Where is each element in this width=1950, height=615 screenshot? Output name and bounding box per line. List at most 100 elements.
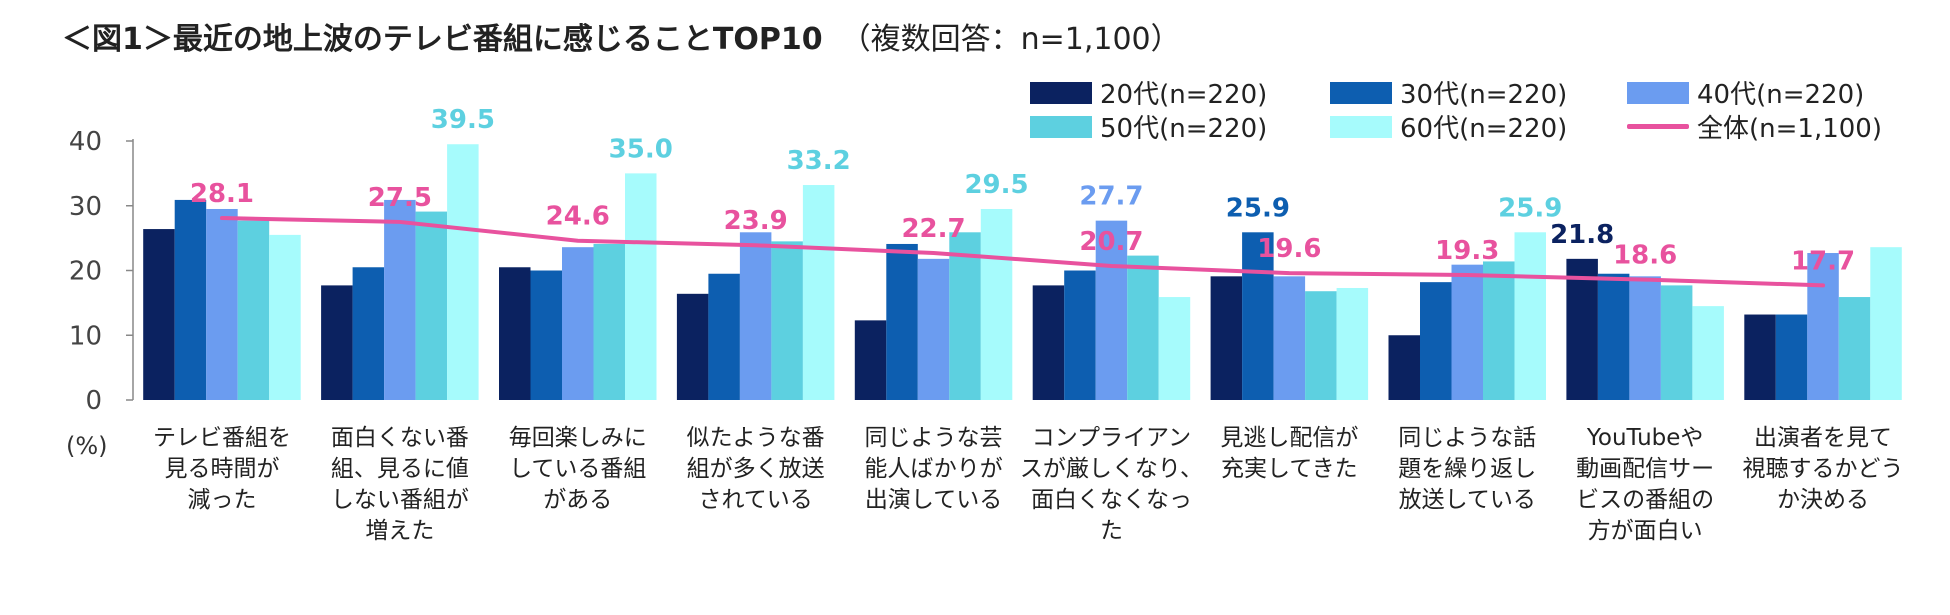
chart-title: ＜図1＞最近の地上波のテレビ番組に感じることTOP10 （複数回答：n=1,100… xyxy=(62,14,1181,58)
bar-50代-4 xyxy=(949,232,981,400)
category-label-2: 毎回楽しみに xyxy=(509,425,647,451)
bar-60代-8 xyxy=(1692,306,1724,400)
bar-60代-3 xyxy=(802,185,835,400)
legend-swatch xyxy=(1330,115,1392,138)
bar-30代-4 xyxy=(886,243,918,400)
bar-20代-7 xyxy=(1388,335,1420,400)
bar-60代-5 xyxy=(1158,297,1191,400)
legend-item-4: 60代(n=220) xyxy=(1330,108,1567,145)
bar-40代-4 xyxy=(917,258,950,400)
bar-50代-5 xyxy=(1127,255,1159,400)
bar-20代-0 xyxy=(143,229,175,400)
bar-20代-9 xyxy=(1744,314,1776,400)
bar-30代-3 xyxy=(708,273,740,400)
bar-40代-5 xyxy=(1095,220,1128,400)
legend-swatch xyxy=(1330,81,1392,104)
category-label-8: ビスの番組の xyxy=(1576,487,1714,513)
data-label-17: 17.7 xyxy=(1791,246,1855,276)
bar-30代-9 xyxy=(1775,314,1808,400)
bar-40代-3 xyxy=(739,232,772,400)
category-label-2: している番組 xyxy=(509,456,646,482)
bar-30代-5 xyxy=(1064,270,1096,400)
bar-30代-0 xyxy=(174,199,207,400)
data-label-3: 24.6 xyxy=(546,202,610,232)
bar-60代-2 xyxy=(625,173,657,400)
data-label-1: 27.5 xyxy=(368,183,432,213)
category-label-5: スが厳しくなり、 xyxy=(1020,456,1203,482)
data-label-8: 29.5 xyxy=(964,170,1028,200)
y-tick-label: 10 xyxy=(69,321,102,351)
category-label-3: されている xyxy=(698,487,812,513)
data-label-6: 33.2 xyxy=(787,146,851,176)
category-label-2: がある xyxy=(543,487,612,513)
category-label-3: 組が多く放送 xyxy=(687,456,825,482)
category-label-1: 増えた xyxy=(365,518,434,544)
category-label-4: 同じような芸 xyxy=(865,425,1003,451)
legend-item-1: 30代(n=220) xyxy=(1330,74,1567,111)
legend-swatch xyxy=(1030,115,1092,138)
legend-label: 50代(n=220) xyxy=(1100,114,1268,144)
bar-40代-6 xyxy=(1273,276,1306,400)
data-label-2: 39.5 xyxy=(431,105,495,135)
legend-label: 30代(n=220) xyxy=(1400,80,1568,110)
category-label-1: しない番組が xyxy=(331,487,469,513)
bar-20代-6 xyxy=(1210,276,1243,400)
legend-label: 60代(n=220) xyxy=(1400,114,1568,144)
category-label-3: 似たような番 xyxy=(687,425,825,451)
data-label-0: 28.1 xyxy=(190,179,254,209)
data-label-16: 18.6 xyxy=(1613,241,1677,271)
data-label-5: 23.9 xyxy=(724,206,788,236)
bar-60代-0 xyxy=(269,234,301,400)
legend-label: 20代(n=220) xyxy=(1100,80,1268,110)
data-label-11: 25.9 xyxy=(1226,193,1290,223)
category-label-8: 方が面白い xyxy=(1588,518,1703,544)
data-label-12: 19.6 xyxy=(1257,234,1321,264)
category-label-6: 充実してきた xyxy=(1221,456,1358,482)
data-label-4: 35.0 xyxy=(609,134,673,164)
category-label-5: 面白くなくなっ xyxy=(1031,487,1192,513)
category-label-0: 見る時間が xyxy=(164,456,279,482)
legend-item-2: 40代(n=220) xyxy=(1627,74,1864,111)
bar-50代-3 xyxy=(771,241,803,400)
category-label-0: 減った xyxy=(187,487,256,513)
category-label-7: 題を繰り返し xyxy=(1398,456,1536,482)
chart-title-main: ＜図1＞最近の地上波のテレビ番組に感じることTOP10 xyxy=(62,22,823,57)
category-label-1: 組、見るに値 xyxy=(331,456,469,482)
bar-30代-1 xyxy=(352,267,385,400)
y-axis-unit-label: (%) xyxy=(66,432,108,460)
bar-20代-2 xyxy=(499,267,531,400)
bar-40代-0 xyxy=(206,208,238,400)
bar-30代-2 xyxy=(530,270,562,400)
bar-50代-8 xyxy=(1660,285,1693,400)
bar-50代-9 xyxy=(1838,297,1871,400)
y-tick-label: 40 xyxy=(69,127,102,157)
legend-label: 40代(n=220) xyxy=(1697,80,1865,110)
category-label-5: コンプライアン xyxy=(1032,425,1191,451)
category-label-8: YouTubeや xyxy=(1586,425,1704,451)
category-label-0: テレビ番組を xyxy=(153,425,291,451)
legend-label: 全体(n=1,100) xyxy=(1697,114,1882,144)
bar-60代-9 xyxy=(1870,247,1902,400)
legend-swatch xyxy=(1627,81,1689,104)
category-label-4: 能人ばかりが xyxy=(864,456,1002,482)
bar-20代-4 xyxy=(854,320,887,400)
bar-30代-8 xyxy=(1597,273,1630,400)
bar-20代-5 xyxy=(1032,285,1065,400)
category-label-8: 動画配信サー xyxy=(1576,456,1714,482)
data-label-10: 20.7 xyxy=(1079,227,1143,257)
category-label-7: 同じような話 xyxy=(1398,425,1536,451)
legend-swatch xyxy=(1030,81,1092,104)
bar-40代-2 xyxy=(562,247,594,400)
bar-30代-6 xyxy=(1242,232,1274,400)
bar-40代-8 xyxy=(1629,276,1661,400)
y-tick-label: 0 xyxy=(85,386,102,416)
y-tick-label: 30 xyxy=(69,192,102,222)
category-label-9: 視聴するかどう xyxy=(1743,456,1904,482)
data-label-7: 22.7 xyxy=(901,214,965,244)
chart-title-sub: （複数回答：n=1,100） xyxy=(840,22,1181,57)
bar-50代-0 xyxy=(237,220,270,400)
category-label-1: 面白くない番 xyxy=(331,425,469,451)
bar-60代-6 xyxy=(1336,287,1369,400)
bar-60代-7 xyxy=(1514,232,1546,400)
